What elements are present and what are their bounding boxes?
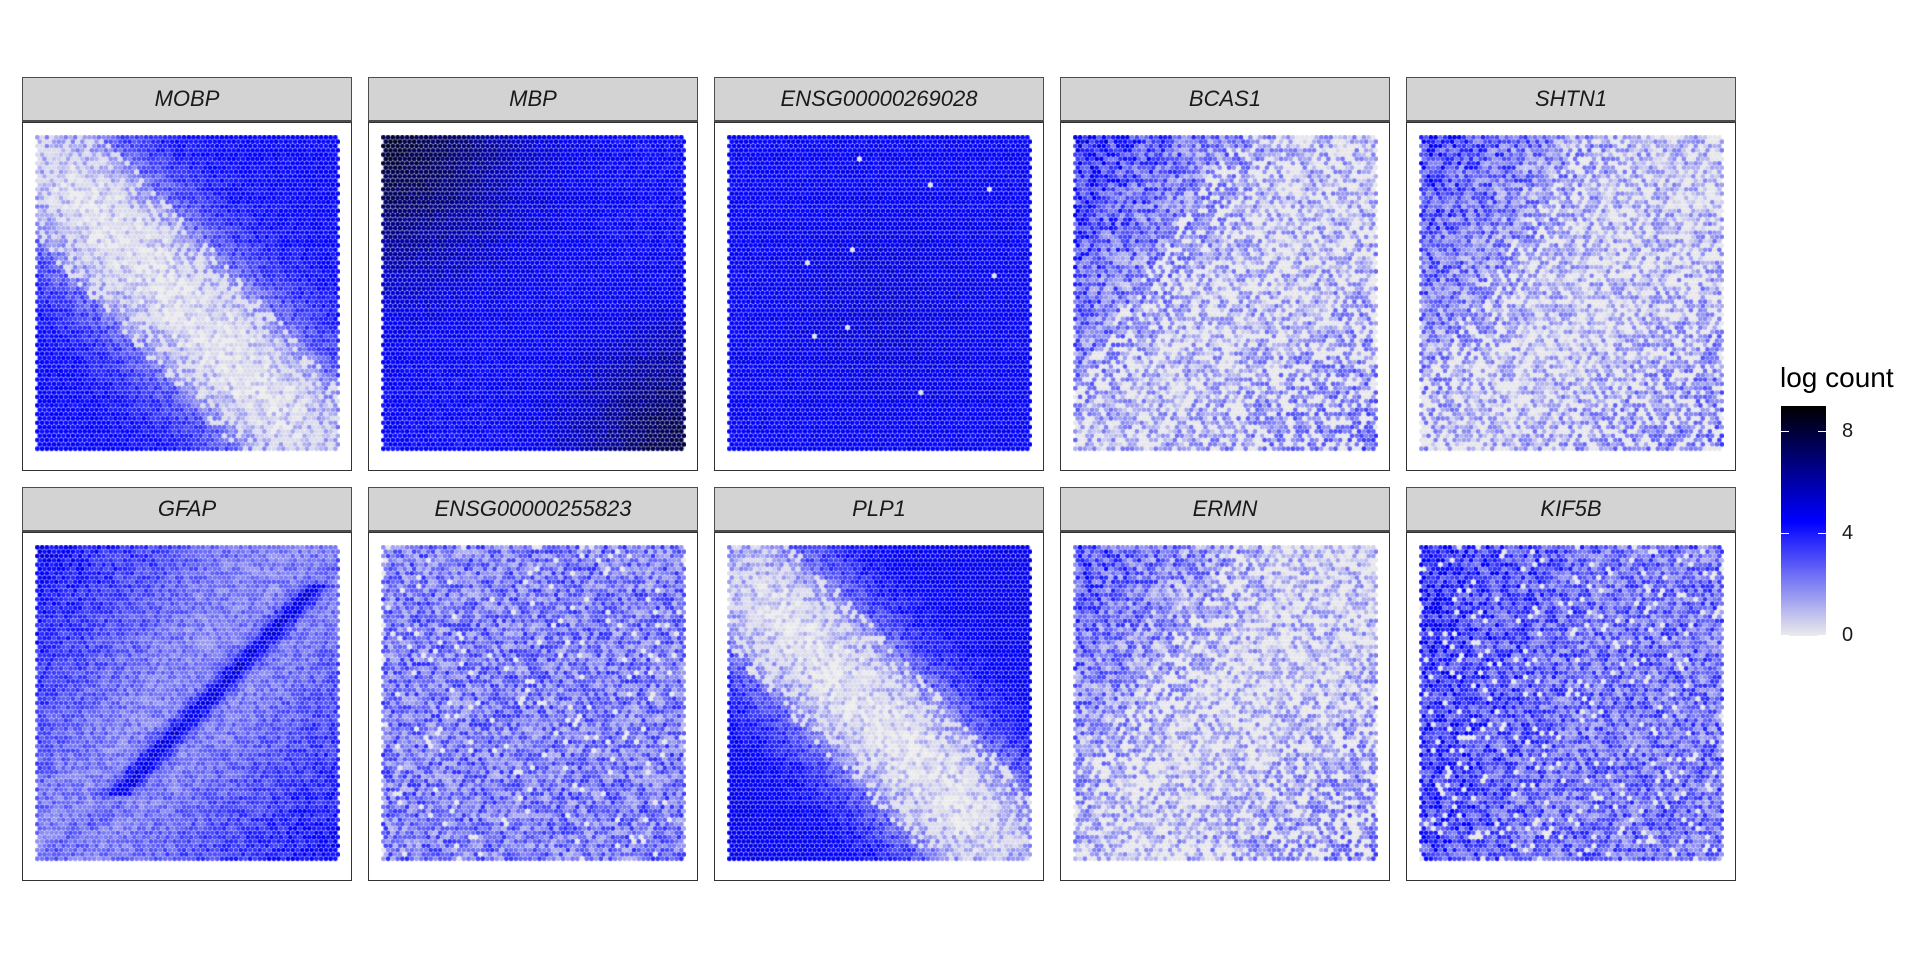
facet-panel: MBP	[368, 77, 698, 471]
facet-panel: PLP1	[714, 487, 1044, 881]
facet-plot-area	[1406, 122, 1736, 471]
facet-panel: GFAP	[22, 487, 352, 881]
spot-heatmap	[35, 545, 340, 865]
spot-heatmap	[1419, 545, 1724, 865]
facet-strip-label: MOBP	[22, 77, 352, 122]
spot-heatmap	[727, 135, 1032, 455]
legend-tick-label: 4	[1842, 523, 1853, 543]
facet-plot-area	[22, 532, 352, 881]
facet-plot-area	[714, 532, 1044, 881]
spot-heatmap	[727, 545, 1032, 865]
facet-strip-label: SHTN1	[1406, 77, 1736, 122]
facet-plot-area	[1406, 532, 1736, 881]
facet-plot-area	[714, 122, 1044, 471]
facet-strip-label: GFAP	[22, 487, 352, 532]
legend-tick-mark	[1818, 635, 1826, 636]
facet-plot-area	[1060, 122, 1390, 471]
facet-strip-label: PLP1	[714, 487, 1044, 532]
facet-plot-area	[22, 122, 352, 471]
facet-panel: ENSG00000255823	[368, 487, 698, 881]
legend-tick-mark	[1818, 533, 1826, 534]
legend-tick-mark	[1781, 533, 1789, 534]
facet-plot-area	[368, 532, 698, 881]
facet-panel: ERMN	[1060, 487, 1390, 881]
spot-heatmap	[35, 135, 340, 455]
legend-title: log count	[1780, 362, 1894, 394]
facet-plot-area	[368, 122, 698, 471]
spot-heatmap	[1073, 135, 1378, 455]
legend-tick-mark	[1781, 635, 1789, 636]
legend-tick-label: 8	[1842, 421, 1853, 441]
legend: log count 0 4 8	[1780, 362, 1920, 642]
legend-tick-mark	[1818, 431, 1826, 432]
spot-heatmap	[1073, 545, 1378, 865]
facet-strip-label: ENSG00000255823	[368, 487, 698, 532]
facet-strip-label: BCAS1	[1060, 77, 1390, 122]
facet-strip-label: ENSG00000269028	[714, 77, 1044, 122]
facet-panel: BCAS1	[1060, 77, 1390, 471]
facet-panel: MOBP	[22, 77, 352, 471]
facet-strip-label: KIF5B	[1406, 487, 1736, 532]
facet-strip-label: ERMN	[1060, 487, 1390, 532]
spot-heatmap	[381, 135, 686, 455]
facet-panel: SHTN1	[1406, 77, 1736, 471]
legend-tick-label: 0	[1842, 625, 1853, 645]
legend-tick-mark	[1781, 431, 1789, 432]
facet-panel: ENSG00000269028	[714, 77, 1044, 471]
spot-heatmap	[381, 545, 686, 865]
spot-heatmap	[1419, 135, 1724, 455]
legend-colorbar	[1781, 406, 1826, 636]
facet-strip-label: MBP	[368, 77, 698, 122]
facet-plot-area	[1060, 532, 1390, 881]
facet-panel: KIF5B	[1406, 487, 1736, 881]
